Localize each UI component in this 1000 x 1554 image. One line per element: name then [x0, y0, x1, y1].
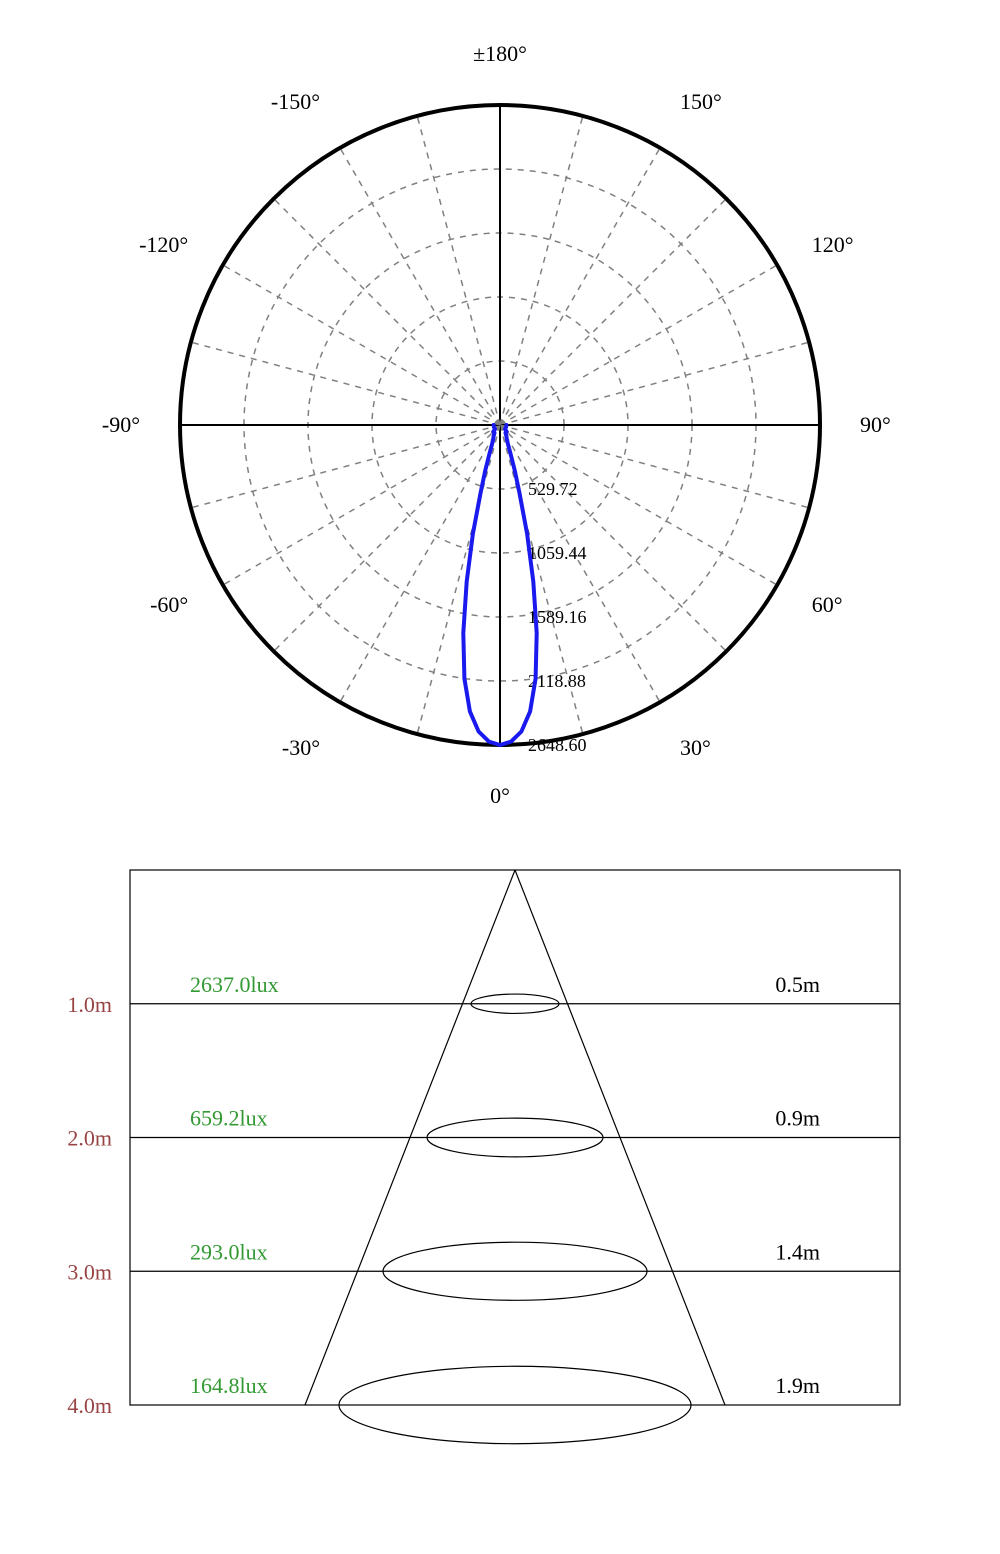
- diameter-value: 0.5m: [775, 972, 820, 997]
- polar-ring-value: 1059.44: [528, 543, 587, 563]
- polar-angle-label: ±180°: [473, 41, 527, 66]
- lux-value: 2637.0lux: [190, 972, 279, 997]
- polar-spoke: [500, 342, 809, 425]
- polar-spoke: [417, 425, 500, 734]
- polar-ring-value: 529.72: [528, 479, 578, 499]
- polar-spoke: [274, 199, 500, 425]
- polar-spoke: [223, 265, 500, 425]
- polar-angle-label: -120°: [139, 232, 188, 257]
- polar-spoke: [500, 265, 777, 425]
- polar-spoke: [223, 425, 500, 585]
- polar-angle-label: 150°: [680, 89, 722, 114]
- polar-angle-label: -60°: [150, 592, 188, 617]
- polar-ring-value: 2648.60: [528, 735, 587, 755]
- polar-spoke: [500, 425, 660, 702]
- polar-spoke: [500, 116, 583, 425]
- polar-spoke: [191, 342, 500, 425]
- polar-spoke: [191, 425, 500, 508]
- polar-angle-label: 30°: [680, 735, 711, 760]
- distance-value: 3.0m: [67, 1259, 112, 1284]
- polar-angle-label: 90°: [860, 412, 891, 437]
- distance-value: 4.0m: [67, 1393, 112, 1418]
- polar-spoke: [417, 116, 500, 425]
- lux-value: 164.8lux: [190, 1373, 268, 1398]
- diameter-value: 1.9m: [775, 1373, 820, 1398]
- cone-diagram: 2637.0lux 0.5m 1.0m 659.2lux 0.9m 2.0m 293.0lu…: [67, 870, 900, 1444]
- polar-spoke: [500, 199, 726, 425]
- polar-spoke: [500, 148, 660, 425]
- polar-angle-label: -30°: [282, 735, 320, 760]
- polar-angle-label: 60°: [812, 592, 843, 617]
- polar-angle-label: -90°: [102, 412, 140, 437]
- polar-angle-label: 0°: [490, 783, 510, 808]
- lux-value: 293.0lux: [190, 1239, 268, 1264]
- polar-plot: ±180° 150° 120° 90° 60° 30° 0° -30° -60° -90° -120…: [102, 41, 891, 808]
- polar-angle-label: 120°: [812, 232, 854, 257]
- lux-value: 659.2lux: [190, 1106, 268, 1131]
- polar-spoke: [340, 148, 500, 425]
- diameter-value: 1.4m: [775, 1239, 820, 1264]
- distance-value: 1.0m: [67, 992, 112, 1017]
- polar-angle-label: -150°: [271, 89, 320, 114]
- distance-value: 2.0m: [67, 1126, 112, 1151]
- diameter-value: 0.9m: [775, 1106, 820, 1131]
- polar-spoke: [340, 425, 500, 702]
